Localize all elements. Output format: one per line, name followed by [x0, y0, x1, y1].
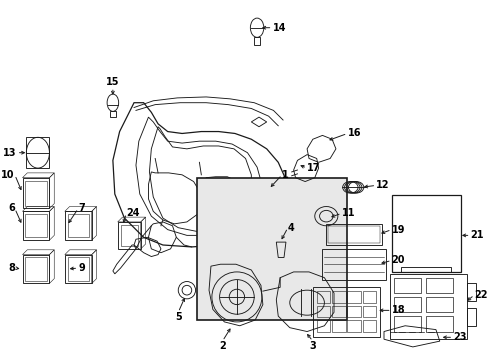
Bar: [67, 257, 89, 280]
Text: 22: 22: [473, 290, 487, 300]
Text: 23: 23: [452, 332, 466, 342]
Text: 12: 12: [376, 180, 389, 190]
Text: 17: 17: [306, 163, 320, 173]
Bar: [254, 37, 260, 45]
Text: 16: 16: [347, 129, 360, 139]
Text: 18: 18: [391, 305, 405, 315]
Text: 24: 24: [126, 208, 140, 218]
Text: 8: 8: [8, 263, 15, 273]
Text: 10: 10: [1, 170, 15, 180]
Text: 1: 1: [282, 170, 288, 180]
Bar: [316, 291, 329, 303]
Bar: [316, 306, 329, 317]
Text: 4: 4: [287, 223, 294, 233]
Text: 5: 5: [175, 312, 181, 322]
Text: 21: 21: [469, 230, 483, 240]
Bar: [426, 297, 452, 312]
Bar: [25, 257, 46, 280]
Bar: [393, 297, 420, 312]
Bar: [331, 291, 345, 303]
Bar: [347, 291, 360, 303]
Bar: [65, 255, 92, 283]
Bar: [316, 320, 329, 332]
Bar: [26, 137, 49, 168]
Bar: [197, 178, 347, 320]
Bar: [118, 222, 141, 249]
Bar: [121, 225, 138, 246]
Text: 11: 11: [341, 208, 354, 218]
Bar: [391, 195, 460, 272]
Bar: [25, 181, 46, 206]
Text: 19: 19: [391, 225, 405, 235]
Bar: [331, 306, 345, 317]
Bar: [347, 320, 360, 332]
Bar: [22, 211, 49, 240]
Bar: [67, 214, 89, 237]
Bar: [426, 316, 452, 332]
Bar: [22, 255, 49, 283]
Bar: [362, 291, 376, 303]
Bar: [362, 320, 376, 332]
Text: 14: 14: [272, 23, 285, 33]
Bar: [389, 274, 466, 339]
Bar: [312, 287, 379, 337]
Bar: [466, 309, 475, 326]
Bar: [25, 214, 46, 237]
Bar: [347, 306, 360, 317]
Bar: [393, 278, 420, 293]
Bar: [322, 249, 385, 280]
Bar: [393, 316, 420, 332]
Text: 2: 2: [219, 341, 225, 351]
Text: 6: 6: [8, 203, 15, 213]
Bar: [331, 320, 345, 332]
Text: 9: 9: [78, 263, 85, 273]
Bar: [22, 178, 49, 208]
Bar: [401, 267, 450, 272]
Bar: [110, 111, 116, 117]
Bar: [325, 224, 381, 245]
Text: 3: 3: [309, 341, 316, 351]
Text: 15: 15: [106, 77, 120, 87]
Bar: [426, 278, 452, 293]
Bar: [466, 283, 475, 301]
Bar: [362, 306, 376, 317]
Bar: [327, 226, 379, 243]
Text: 20: 20: [391, 255, 405, 265]
Text: 13: 13: [3, 148, 17, 158]
Text: 7: 7: [78, 203, 85, 213]
Bar: [65, 211, 92, 240]
